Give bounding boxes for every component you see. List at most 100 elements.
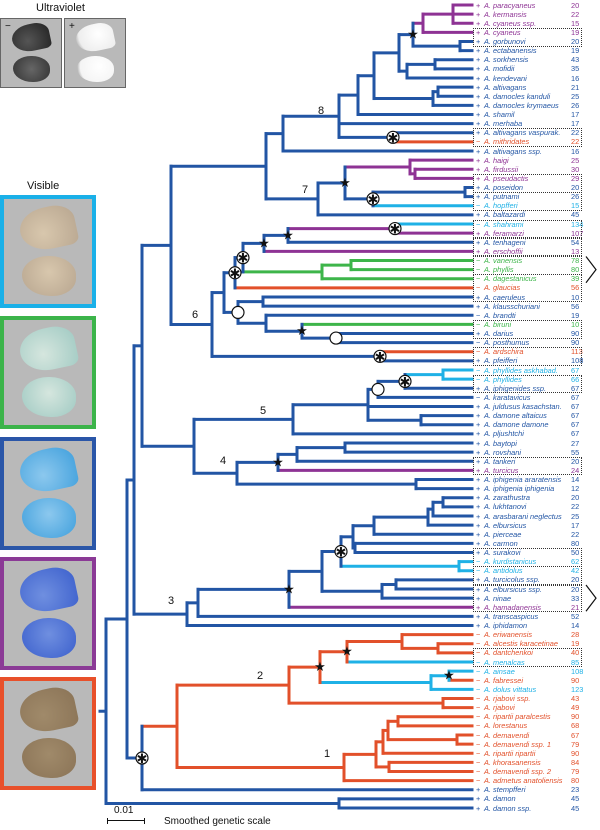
uv-sign: − bbox=[476, 310, 481, 320]
uv-sign: + bbox=[476, 575, 481, 585]
taxon-name: A. shahrami bbox=[484, 219, 524, 229]
taxon-name: A. khorasanensis bbox=[484, 757, 541, 767]
visible-photo-panel bbox=[0, 195, 96, 308]
taxon-row: + A. hamadanensis 21 bbox=[474, 603, 598, 612]
chromosome-number: 43 bbox=[571, 694, 580, 703]
chromosome-number: 79 bbox=[571, 739, 580, 749]
clade-label-2: 2 bbox=[257, 670, 264, 682]
uv-photo-minus: − bbox=[0, 18, 62, 88]
taxon-name: A. darius bbox=[484, 329, 514, 338]
chromosome-number: 45 bbox=[571, 210, 580, 220]
taxon-row: + A. paracyaneus 20 bbox=[474, 1, 598, 10]
uv-sign: − bbox=[476, 265, 481, 275]
uv-sign: + bbox=[476, 456, 481, 466]
chromosome-number: 39 bbox=[571, 274, 580, 284]
hindwing-image bbox=[21, 617, 77, 658]
uv-sign: + bbox=[476, 155, 481, 165]
uv-sign: + bbox=[476, 402, 481, 411]
svg-text:★: ★ bbox=[443, 668, 455, 683]
taxon-row: − A. brandti 19 bbox=[474, 311, 598, 320]
taxon-name: A. demavendi bbox=[484, 730, 530, 740]
taxon-row: + A. firdussii 30 bbox=[474, 165, 598, 174]
taxon-row: − A. ardschira 113 bbox=[474, 347, 598, 356]
chromosome-number: 67 bbox=[571, 411, 580, 421]
visible-photo-panel bbox=[0, 316, 96, 429]
svg-text:✱: ✱ bbox=[336, 545, 347, 560]
chromosome-number: 16 bbox=[571, 73, 580, 83]
taxon-name: A. rovshani bbox=[484, 447, 521, 457]
chromosome-number: 55 bbox=[571, 447, 580, 457]
taxon-row: + A. transcaspicus 52 bbox=[474, 612, 598, 621]
taxon-row: + A. iphigenia iphigenia 12 bbox=[474, 484, 598, 493]
chromosome-number: 50 bbox=[571, 548, 580, 557]
chromosome-number: 20 bbox=[571, 584, 580, 594]
taxon-name: A. dantchenkoi bbox=[484, 648, 533, 658]
taxon-row: + A. shamil 17 bbox=[474, 110, 598, 119]
chromosome-number: 78 bbox=[571, 256, 580, 265]
taxon-row: − A. vanensis 78 bbox=[474, 256, 598, 265]
uv-sign: + bbox=[476, 447, 481, 457]
taxon-row: + A. mofidii 35 bbox=[474, 64, 598, 73]
chromosome-number: 22 bbox=[571, 502, 580, 512]
circled-asterisk-icon: ✱ bbox=[388, 222, 402, 237]
dotted-group-box bbox=[473, 566, 582, 585]
star-icon: ★ bbox=[341, 644, 353, 659]
taxon-name: A. brandti bbox=[484, 310, 516, 320]
uv-sign: + bbox=[476, 611, 481, 621]
dotted-group-box bbox=[473, 219, 582, 239]
chromosome-number: 42 bbox=[571, 566, 580, 576]
taxon-name: A. menalcas bbox=[484, 657, 525, 667]
taxon-name: A. alcestis karacetinae bbox=[484, 639, 558, 649]
taxon-name: A. phyllides askhabad. bbox=[484, 365, 558, 375]
chromosome-number: 85 bbox=[571, 657, 580, 667]
taxon-row: + A. stempfferi 23 bbox=[474, 785, 598, 794]
taxon-row: + A. elbursicus ssp. 20 bbox=[474, 585, 598, 594]
hindwing-image bbox=[21, 737, 77, 778]
chromosome-number: 80 bbox=[571, 776, 580, 786]
taxon-row: − A. phyllides 66 bbox=[474, 375, 598, 384]
taxon-row: − A. biruni 10 bbox=[474, 320, 598, 329]
clade-label-1: 1 bbox=[324, 748, 331, 760]
taxon-row: − A. phyllides askhabad. 67 bbox=[474, 366, 598, 375]
taxon-name: A. damone damone bbox=[484, 420, 549, 430]
taxon-name: A. zarathustra bbox=[484, 493, 531, 503]
chromosome-number: 19 bbox=[571, 27, 580, 37]
taxon-name: A. altivagans vaspurak. bbox=[484, 128, 561, 138]
chromosome-number: 66 bbox=[571, 374, 580, 384]
uv-sign: + bbox=[476, 91, 481, 101]
taxon-row: + A. pierceae 22 bbox=[474, 530, 598, 539]
chromosome-number: 108 bbox=[571, 666, 584, 676]
star-icon: ★ bbox=[443, 668, 455, 683]
uv-sign: + bbox=[476, 27, 481, 37]
uv-sign: + bbox=[476, 146, 481, 156]
hindwing-image bbox=[13, 55, 51, 82]
taxon-name: A. damone altaicus bbox=[484, 411, 547, 421]
chromosome-number: 17 bbox=[571, 110, 580, 119]
svg-text:✱: ✱ bbox=[368, 192, 379, 207]
uv-sign: − bbox=[476, 374, 481, 384]
uv-sign: − bbox=[476, 256, 481, 265]
chromosome-number: 123 bbox=[571, 684, 584, 694]
taxon-row: − A. rjabovi ssp. 43 bbox=[474, 694, 598, 703]
taxon-row: + A. arasbarani neglectus 25 bbox=[474, 512, 598, 521]
taxon-row: + A. turcicus 24 bbox=[474, 466, 598, 475]
svg-text:★: ★ bbox=[283, 581, 295, 596]
star-icon: ★ bbox=[272, 454, 284, 469]
uv-sign: + bbox=[476, 37, 481, 46]
chromosome-number: 90 bbox=[571, 329, 580, 338]
chromosome-number: 84 bbox=[571, 757, 580, 767]
uv-sign: − bbox=[476, 347, 481, 357]
scale-bar bbox=[107, 818, 145, 824]
taxon-row: + A. altivagans 21 bbox=[474, 83, 598, 92]
dotted-group-box bbox=[473, 27, 582, 47]
chromosome-number: 10 bbox=[571, 292, 580, 302]
uv-sign: + bbox=[476, 119, 481, 129]
chromosome-number: 19 bbox=[571, 310, 580, 320]
taxon-row: − A. menalcas 85 bbox=[474, 658, 598, 667]
taxon-name: A. iphigenia iphigenia bbox=[484, 484, 555, 494]
circled-asterisk-icon: ✱ bbox=[334, 545, 348, 560]
uv-sign: + bbox=[476, 82, 481, 92]
taxon-row: + A. iphigenia araratensis 14 bbox=[474, 475, 598, 484]
uv-sign: + bbox=[476, 0, 481, 10]
taxon-name: A. pierceae bbox=[484, 529, 522, 539]
